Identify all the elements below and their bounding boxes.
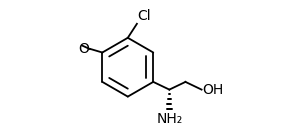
Text: NH₂: NH₂ — [156, 112, 182, 126]
Text: OH: OH — [203, 83, 224, 97]
Text: O: O — [78, 42, 89, 56]
Text: Cl: Cl — [138, 9, 151, 23]
